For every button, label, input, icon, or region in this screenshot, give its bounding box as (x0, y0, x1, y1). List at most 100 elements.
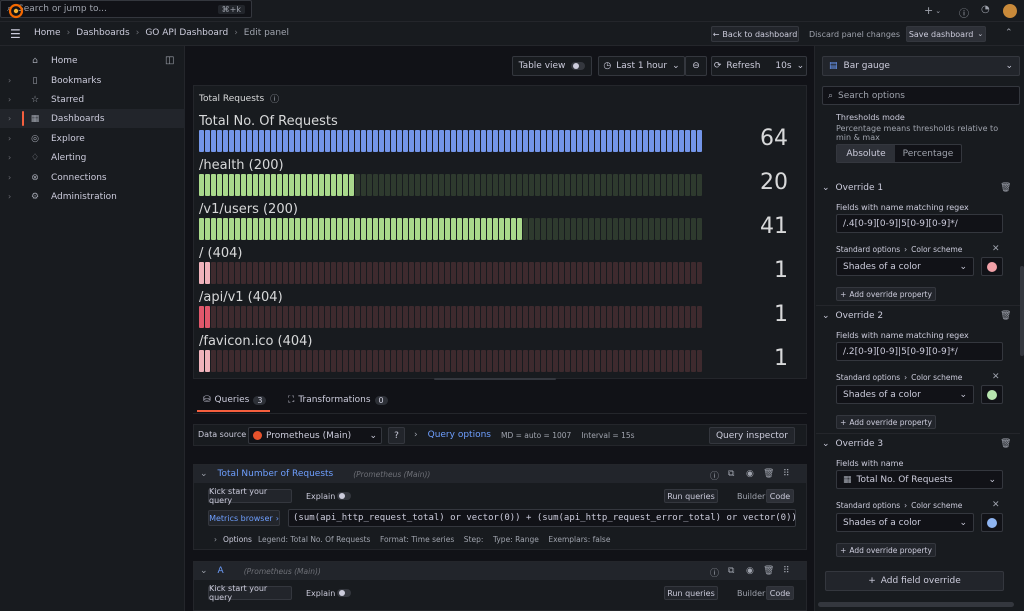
refresh-button[interactable]: ⟳ Refresh 10s ⌄ (711, 56, 807, 76)
sidebar-item-explore[interactable]: › ◎ Explore (0, 129, 185, 148)
override-matcher-input[interactable]: /.2[0-9][0-9]|5[0-9][0-9]*/ (836, 342, 1003, 361)
query-name[interactable]: A (217, 566, 224, 576)
zoom-out-button[interactable]: ⊖ (685, 56, 707, 76)
color-swatch-button[interactable] (981, 513, 1003, 532)
run-queries-button[interactable]: Run queries (664, 586, 718, 600)
toggle-switch[interactable] (571, 62, 586, 70)
color-swatch-button[interactable] (981, 385, 1003, 404)
breadcrumb-dashboards[interactable]: Dashboards (76, 28, 130, 38)
query-options-group[interactable]: › Query options MD = auto = 1007 Interva… (414, 430, 635, 440)
add-override-property-button[interactable]: + Add override property (836, 287, 936, 301)
kick-start-button[interactable]: Kick start your query (208, 487, 292, 505)
trash-icon[interactable]: 🗑 (1000, 311, 1012, 321)
sidebar-item-home[interactable]: ⌂ Home (0, 51, 185, 70)
sidebar-item-bookmarks[interactable]: › ▯ Bookmarks (0, 71, 185, 90)
chevron-right-icon[interactable]: › (8, 95, 12, 104)
news-feed-icon[interactable]: ◔ (981, 4, 990, 15)
trash-icon[interactable]: 🗑 (763, 566, 775, 576)
help-icon[interactable]: ⓘ (959, 9, 969, 20)
grafana-logo-icon[interactable] (8, 3, 24, 19)
chevron-down-icon[interactable]: ⌄ (200, 469, 208, 479)
discard-changes-button[interactable]: Discard panel changes (808, 26, 901, 42)
breadcrumb-home[interactable]: Home (34, 28, 61, 38)
color-scheme-select[interactable]: Shades of a color ⌄ (836, 385, 974, 404)
help-icon[interactable]: ⓘ (710, 569, 720, 579)
search-bar[interactable]: ⌕ Search or jump to... ⌘+k (0, 0, 252, 18)
dock-menu-icon[interactable]: ◫ (165, 55, 175, 66)
drag-handle-icon[interactable]: ⠿ (783, 469, 790, 479)
run-queries-button[interactable]: Run queries (664, 489, 718, 503)
back-to-dashboard-button[interactable]: ← Back to dashboard (711, 26, 799, 42)
bar-gauge-panel[interactable]: Total Requests ⓘ Total No. Of Requests 64… (193, 85, 807, 380)
color-scheme-select[interactable]: Shades of a color ⌄ (836, 257, 974, 276)
breadcrumb-dashboard[interactable]: GO API Dashboard (145, 28, 229, 38)
override-1-header[interactable]: ⌄ Override 1 (822, 183, 883, 193)
sidebar-item-administration[interactable]: › ⚙ Administration (0, 187, 185, 206)
tab-transformations[interactable]: ⛶ Transformations 0 (288, 395, 388, 405)
table-view-toggle[interactable]: Table view (512, 56, 592, 76)
query-expression-editor[interactable]: (sum(api_http_request_total) or vector(0… (288, 509, 796, 527)
datasource-picker[interactable]: Prometheus (Main) ⌄ (248, 427, 382, 444)
builder-mode-tab[interactable]: Builder (737, 589, 766, 598)
metrics-browser-button[interactable]: Metrics browser › (208, 510, 280, 526)
field-name-select[interactable]: ▦ Total No. Of Requests ⌄ (836, 470, 1003, 489)
query-row-header[interactable]: ⌄ A (Prometheus (Main)) (194, 562, 806, 580)
color-swatch-button[interactable] (981, 257, 1003, 276)
query-options-label[interactable]: Query options (427, 430, 491, 440)
sidebar-item-alerting[interactable]: › ♢ Alerting (0, 148, 185, 167)
override-2-header[interactable]: ⌄ Override 2 (822, 311, 883, 321)
eye-icon[interactable]: ◉ (746, 566, 754, 576)
explain-toggle[interactable] (337, 589, 351, 597)
tab-queries[interactable]: ⛁ Queries 3 (196, 395, 271, 412)
trash-icon[interactable]: 🗑 (1000, 439, 1012, 449)
duplicate-icon[interactable]: ⧉ (728, 566, 735, 576)
override-matcher-input[interactable]: /.4[0-9][0-9]|5[0-9][0-9]*/ (836, 214, 1003, 233)
explain-toggle[interactable] (337, 492, 351, 500)
eye-icon[interactable]: ◉ (746, 469, 754, 479)
absolute-option[interactable]: Absolute (837, 145, 895, 162)
chevron-right-icon[interactable]: › (8, 114, 12, 123)
close-icon[interactable]: ✕ (992, 372, 1000, 382)
panel-resize-handle[interactable] (434, 378, 556, 380)
add-override-property-button[interactable]: + Add override property (836, 543, 936, 557)
duplicate-icon[interactable]: ⧉ (728, 469, 735, 479)
color-scheme-select[interactable]: Shades of a color ⌄ (836, 513, 974, 532)
code-mode-tab[interactable]: Code (766, 586, 794, 600)
visualization-picker[interactable]: ▤ Bar gauge ⌄ (822, 56, 1020, 76)
user-avatar[interactable] (1003, 4, 1017, 18)
help-icon[interactable]: ⓘ (710, 472, 720, 482)
scrollbar[interactable] (1020, 266, 1024, 356)
trash-icon[interactable]: 🗑 (1000, 183, 1012, 193)
time-range-picker[interactable]: ◷ Last 1 hour ⌄ (598, 56, 685, 76)
sidebar-item-connections[interactable]: › ⊗ Connections (0, 168, 185, 187)
datasource-help-button[interactable]: ? (388, 427, 405, 444)
sidebar-item-dashboards[interactable]: › ▦ Dashboards (0, 109, 185, 128)
builder-mode-tab[interactable]: Builder (737, 492, 766, 501)
chevron-right-icon[interactable]: › (8, 76, 12, 85)
refresh-interval-label[interactable]: 10s (775, 61, 792, 71)
chevron-right-icon[interactable]: › (8, 173, 12, 182)
query-name[interactable]: Total Number of Requests (217, 469, 334, 479)
menu-icon[interactable]: ☰ (10, 27, 21, 41)
add-override-property-button[interactable]: + Add override property (836, 415, 936, 429)
code-mode-tab[interactable]: Code (766, 489, 794, 503)
chevron-right-icon[interactable]: › (8, 192, 12, 201)
add-new-button[interactable]: + ⌄ (924, 4, 941, 17)
close-icon[interactable]: ✕ (992, 500, 1000, 510)
chevron-down-icon[interactable]: ⌄ (200, 566, 208, 576)
kick-start-button[interactable]: Kick start your query (208, 584, 292, 602)
add-field-override-button[interactable]: + Add field override (825, 571, 1004, 591)
query-inspector-button[interactable]: Query inspector (709, 427, 795, 444)
drag-handle-icon[interactable]: ⠿ (783, 566, 790, 576)
chevron-right-icon[interactable]: › (8, 153, 12, 162)
close-icon[interactable]: ✕ (992, 244, 1000, 254)
override-3-header[interactable]: ⌄ Override 3 (822, 439, 883, 449)
search-options-input[interactable]: ⌕ Search options (822, 86, 1020, 105)
collapse-up-icon[interactable]: ⌃ (1005, 28, 1013, 38)
horizontal-scrollbar[interactable] (818, 602, 1014, 607)
query-options-summary[interactable]: › Options Legend: Total No. Of Requests … (214, 535, 610, 544)
trash-icon[interactable]: 🗑 (763, 469, 775, 479)
percentage-option[interactable]: Percentage (902, 148, 954, 159)
sidebar-item-starred[interactable]: › ☆ Starred (0, 90, 185, 109)
save-dashboard-button[interactable]: Save dashboard ⌄ (906, 26, 986, 42)
